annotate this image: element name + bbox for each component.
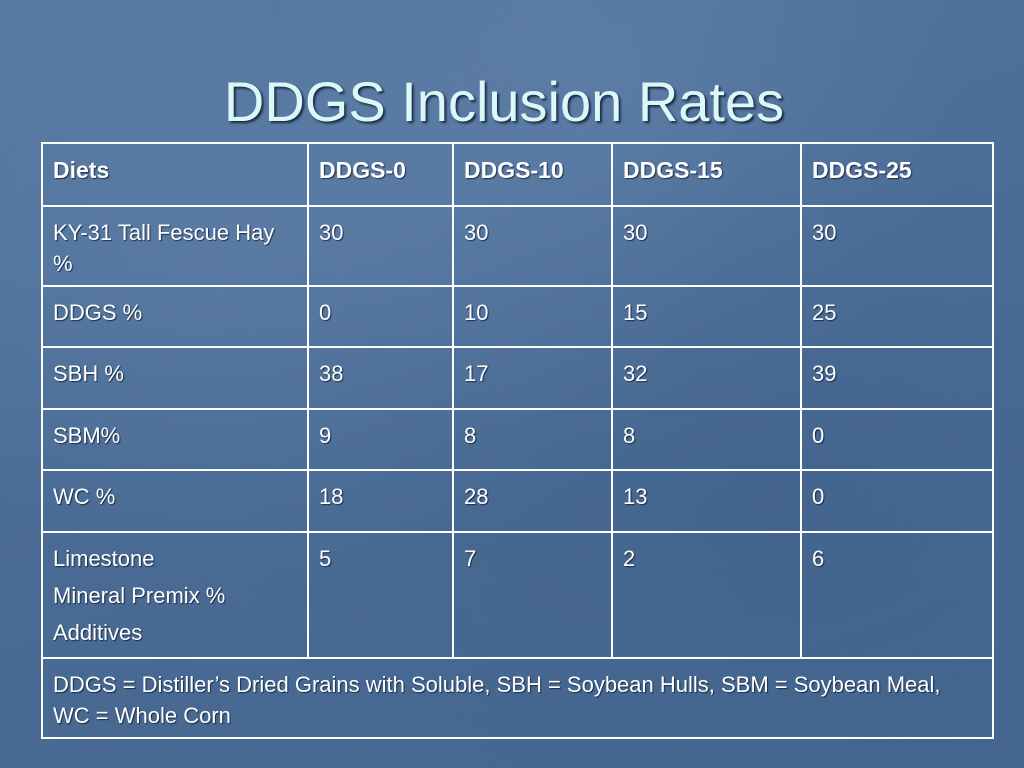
cell-value: 30: [307, 205, 454, 287]
table-row: Limestone Mineral Premix % Additives 5 7…: [41, 531, 994, 659]
cell-value: 9: [307, 408, 454, 471]
cell-value: 32: [611, 346, 802, 410]
cell-value: 0: [800, 408, 994, 471]
cell-value: 30: [611, 205, 802, 287]
header-ddgs-10: DDGS-10: [452, 142, 613, 207]
table-row: SBM% 9 8 8 0: [41, 408, 994, 471]
table-footnote: DDGS = Distiller’s Dried Grains with Sol…: [41, 657, 994, 739]
cell-value: 13: [611, 469, 802, 533]
table-row: DDGS % 0 10 15 25: [41, 285, 994, 348]
cell-value: 17: [452, 346, 613, 410]
cell-value: 15: [611, 285, 802, 348]
row-label-ddgs: DDGS %: [41, 285, 309, 348]
row-label-hay: KY-31 Tall Fescue Hay %: [41, 205, 309, 287]
header-ddgs-0: DDGS-0: [307, 142, 454, 207]
row-label-sbm: SBM%: [41, 408, 309, 471]
row-label-sbh: SBH %: [41, 346, 309, 410]
row-label-wc: WC %: [41, 469, 309, 533]
table-footnote-row: DDGS = Distiller’s Dried Grains with Sol…: [41, 657, 994, 739]
row-label-limestone-premix-additives: Limestone Mineral Premix % Additives: [41, 531, 309, 659]
slide-title: DDGS Inclusion Rates: [223, 70, 785, 133]
cell-value: 25: [800, 285, 994, 348]
cell-value: 8: [611, 408, 802, 471]
cell-value: 0: [307, 285, 454, 348]
cell-value: 28: [452, 469, 613, 533]
cell-value: 30: [800, 205, 994, 287]
cell-value: 5: [307, 531, 454, 659]
table-row: KY-31 Tall Fescue Hay % 30 30 30 30: [41, 205, 994, 287]
cell-value: 0: [800, 469, 994, 533]
inclusion-rates-table: Diets DDGS-0 DDGS-10 DDGS-15 DDGS-25 KY-…: [41, 142, 994, 739]
inclusion-rates-table-container: Diets DDGS-0 DDGS-10 DDGS-15 DDGS-25 KY-…: [41, 142, 994, 739]
row-label-line-additives: Additives: [53, 620, 143, 645]
table-row: SBH % 38 17 32 39: [41, 346, 994, 410]
table-row: WC % 18 28 13 0: [41, 469, 994, 533]
cell-value: 18: [307, 469, 454, 533]
cell-value: 2: [611, 531, 802, 659]
row-label-line-mineral-premix: Mineral Premix %: [53, 583, 226, 608]
header-ddgs-25: DDGS-25: [800, 142, 994, 207]
cell-value: 38: [307, 346, 454, 410]
cell-value: 6: [800, 531, 994, 659]
cell-value: 30: [452, 205, 613, 287]
cell-value: 8: [452, 408, 613, 471]
table-header-row: Diets DDGS-0 DDGS-10 DDGS-15 DDGS-25: [41, 142, 994, 207]
header-diets: Diets: [41, 142, 309, 207]
cell-value: 39: [800, 346, 994, 410]
row-label-line-limestone: Limestone: [53, 546, 155, 571]
cell-value: 10: [452, 285, 613, 348]
header-ddgs-15: DDGS-15: [611, 142, 802, 207]
cell-value: 7: [452, 531, 613, 659]
